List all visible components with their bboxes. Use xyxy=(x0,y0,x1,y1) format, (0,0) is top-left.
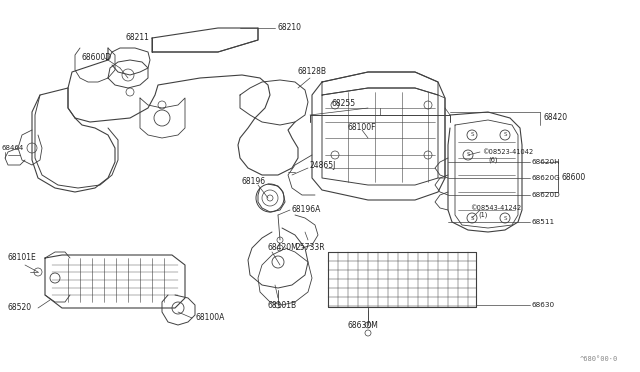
Text: 68100A: 68100A xyxy=(195,314,225,323)
Text: S: S xyxy=(470,132,474,138)
Text: 68464: 68464 xyxy=(2,145,24,151)
Text: 68420M: 68420M xyxy=(268,244,299,253)
Text: 68255: 68255 xyxy=(332,99,356,109)
Text: 68420: 68420 xyxy=(544,113,568,122)
Text: (1): (1) xyxy=(478,212,488,218)
Text: 68211: 68211 xyxy=(125,33,149,42)
Text: 68600: 68600 xyxy=(562,173,586,183)
Text: 68620G: 68620G xyxy=(532,175,561,181)
Text: 25733R: 25733R xyxy=(295,244,324,253)
Text: S: S xyxy=(503,215,507,221)
Text: 68196: 68196 xyxy=(242,177,266,186)
Text: 68101E: 68101E xyxy=(8,253,36,263)
Text: 68630M: 68630M xyxy=(348,321,379,330)
Text: ^680°00·0: ^680°00·0 xyxy=(580,356,618,362)
Text: 68196A: 68196A xyxy=(292,205,321,215)
Text: 24865J: 24865J xyxy=(310,160,337,170)
Text: (6): (6) xyxy=(488,157,497,163)
Text: ©08543-41242: ©08543-41242 xyxy=(470,205,521,211)
Text: 68600D: 68600D xyxy=(82,54,112,62)
Text: 68128B: 68128B xyxy=(298,67,327,77)
Text: 68100F: 68100F xyxy=(348,124,376,132)
Text: 68620H: 68620H xyxy=(532,159,561,165)
Text: 68101B: 68101B xyxy=(268,301,297,310)
Text: S: S xyxy=(470,215,474,221)
Text: ©08523-41042: ©08523-41042 xyxy=(482,149,533,155)
Text: S: S xyxy=(503,132,507,138)
Text: S: S xyxy=(467,153,470,157)
Text: 68210: 68210 xyxy=(278,23,302,32)
Text: 68511: 68511 xyxy=(532,219,555,225)
Text: 68630: 68630 xyxy=(532,302,555,308)
Text: 68520: 68520 xyxy=(8,304,32,312)
Text: 68620D: 68620D xyxy=(532,192,561,198)
